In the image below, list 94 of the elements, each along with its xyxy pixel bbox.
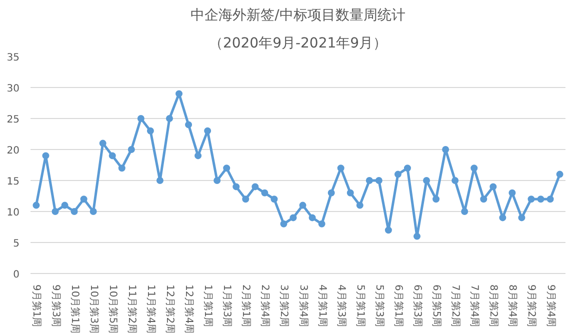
point: [366, 177, 373, 184]
point: [204, 127, 212, 134]
point: [252, 183, 259, 190]
y-tick-label: 0: [13, 270, 20, 280]
point: [404, 164, 411, 172]
y-tick-label: 35: [6, 52, 20, 64]
point: [461, 208, 468, 215]
point: [290, 214, 297, 222]
x-tick-label: 9月第2周: [526, 284, 538, 328]
point: [128, 146, 135, 153]
x-tick-label: 6月第3周: [411, 284, 424, 328]
x-tick-label: 5月第1周: [354, 284, 366, 328]
point: [423, 177, 430, 184]
x-tick-label: 7月第4周: [468, 284, 481, 328]
point: [156, 177, 164, 184]
point: [537, 196, 544, 203]
x-tick-label: 2月第4周: [259, 284, 272, 328]
x-tick-label: 6月第5周: [430, 284, 443, 328]
point: [556, 170, 564, 178]
point: [194, 152, 202, 160]
point: [480, 196, 488, 203]
y-tick-label: 5: [13, 238, 20, 250]
point: [356, 202, 364, 209]
point: [99, 140, 106, 147]
chart-subtitle: （2020年9月-2021年9月）: [208, 36, 388, 52]
point: [490, 183, 497, 190]
point: [280, 220, 288, 228]
point: [137, 115, 144, 122]
x-tick-label: 3月第2周: [278, 284, 290, 328]
point: [452, 177, 459, 184]
x-tick-label: 12月第4周: [183, 284, 196, 334]
x-tick-label: 8月第2周: [488, 284, 500, 328]
x-tick-label: 5月第3周: [373, 284, 386, 328]
point: [214, 177, 221, 184]
x-tick-label: 9月第3周: [50, 284, 62, 328]
point: [61, 202, 68, 209]
point: [346, 189, 354, 196]
point: [337, 164, 344, 172]
point: [90, 208, 97, 215]
point: [318, 220, 326, 228]
x-tick-label: 2月第1周: [240, 284, 252, 328]
y-tick-label: 10: [6, 208, 20, 218]
point: [375, 177, 382, 184]
x-tick-label: 6月第1周: [392, 284, 404, 328]
point: [118, 164, 126, 172]
point: [185, 121, 192, 128]
x-tick-label: 11月第4周: [144, 284, 157, 334]
point: [270, 196, 278, 203]
point: [52, 208, 59, 215]
y-tick-label: 15: [6, 176, 20, 188]
chart-title: 中企海外新签/中标项目数量周统计: [190, 8, 406, 24]
point: [166, 115, 173, 122]
point: [308, 214, 316, 222]
point: [546, 196, 554, 203]
point: [146, 127, 154, 134]
x-tick-label: 10月第3周: [88, 284, 100, 334]
point: [261, 189, 268, 196]
point: [32, 202, 40, 209]
point: [499, 214, 506, 222]
x-tick-label: 1月第3周: [221, 284, 234, 328]
x-tick-label: 3月第4周: [297, 284, 310, 328]
point: [528, 196, 535, 203]
x-tick-label: 10月第5周: [106, 284, 119, 334]
point: [42, 152, 50, 160]
x-tick-label: 4月第3周: [335, 284, 348, 328]
point: [299, 202, 306, 209]
x-tick-label: 11月第2周: [126, 284, 138, 334]
x-tick-label: 8月第4周: [506, 284, 519, 328]
x-tick-label: 9月第1周: [30, 284, 43, 328]
point: [176, 90, 183, 98]
point: [80, 196, 88, 203]
point: [470, 164, 478, 172]
point: [508, 189, 516, 196]
x-tick-label: 12月第2周: [164, 284, 176, 334]
point: [432, 196, 440, 203]
point: [518, 214, 526, 222]
point: [394, 170, 402, 178]
x-tick-label: 1月第1周: [202, 284, 214, 328]
point: [442, 146, 450, 153]
point: [328, 189, 335, 196]
x-tick-label: 10月第1周: [68, 284, 81, 334]
point: [242, 196, 250, 203]
point: [384, 226, 392, 234]
point: [232, 183, 240, 190]
x-tick-label: 7月第2周: [450, 284, 462, 328]
x-tick-label: 4月第1周: [316, 284, 328, 328]
y-tick-label: 20: [6, 146, 20, 156]
point: [70, 208, 78, 215]
point: [413, 232, 420, 240]
y-tick-label: 30: [6, 84, 20, 94]
point: [223, 164, 230, 172]
y-tick-label: 25: [6, 114, 20, 126]
point: [108, 152, 116, 160]
x-tick-label: 9月第4周: [544, 284, 557, 328]
